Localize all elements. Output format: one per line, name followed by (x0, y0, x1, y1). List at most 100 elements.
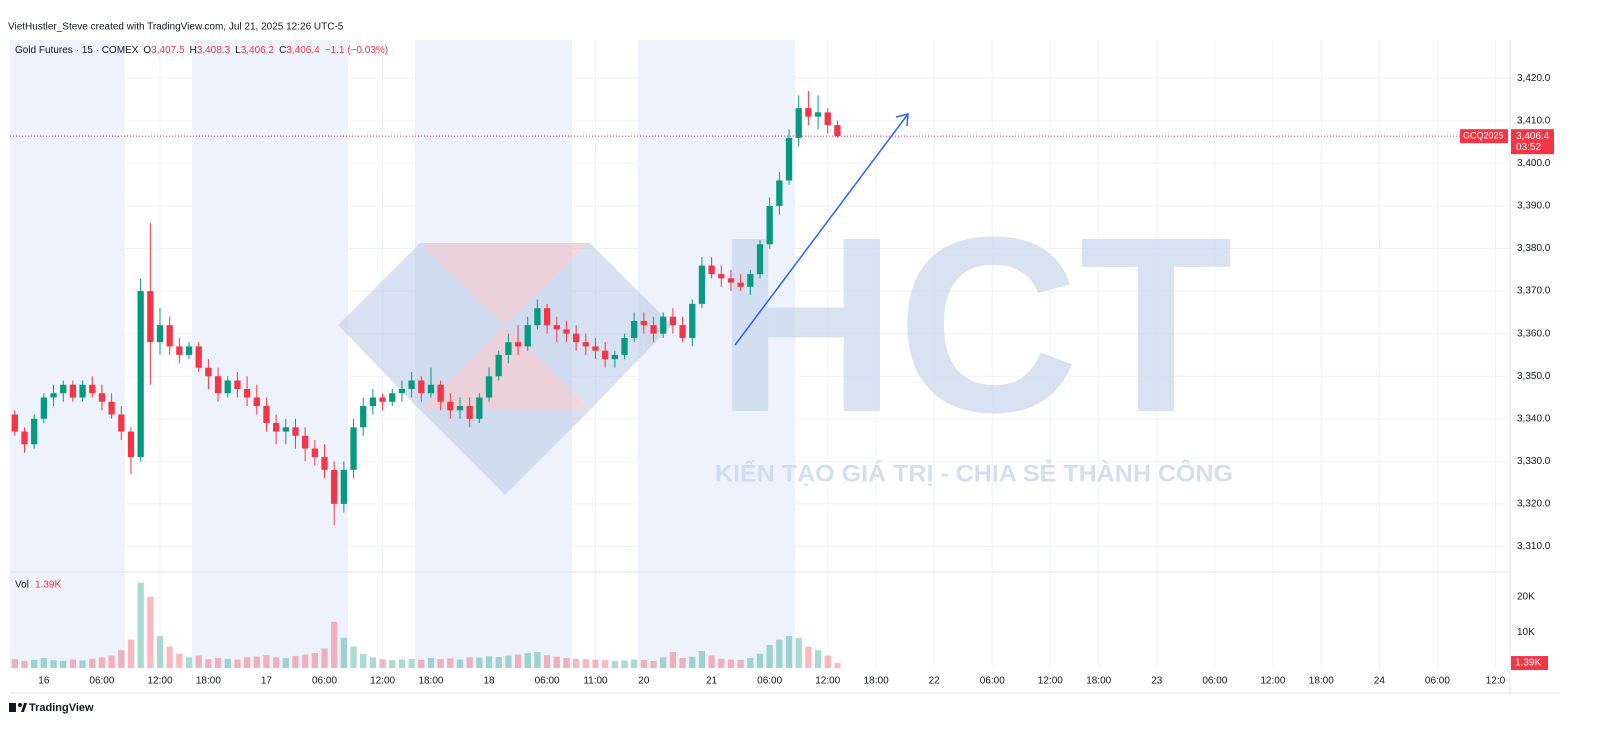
volume-bar (495, 656, 502, 668)
volume-bar (379, 659, 386, 668)
volume-bar (660, 657, 667, 668)
candle-body (747, 274, 754, 287)
candle-body (60, 384, 67, 394)
volume-bar (147, 596, 154, 668)
candle-body (495, 354, 502, 377)
candle-body (118, 414, 125, 432)
x-tick-label: 12:00 (147, 676, 172, 687)
x-tick-label: 24 (1374, 676, 1386, 687)
logo-shape (505, 243, 672, 410)
plot (11, 91, 841, 668)
x-tick-label: 06:00 (1425, 676, 1450, 687)
candle-body (524, 325, 531, 347)
candle-body (834, 125, 841, 137)
volume-bar (21, 660, 28, 668)
candle-body (795, 108, 802, 138)
volume-bar (282, 658, 289, 668)
candle-body (243, 388, 251, 398)
candle-body (776, 180, 783, 206)
y-tick-label: 3,420.0 (1517, 73, 1551, 84)
candle-body (418, 380, 425, 394)
session-band (192, 40, 348, 668)
volume-bar (408, 658, 415, 668)
candle-body (50, 393, 57, 398)
volume-bar (40, 658, 48, 668)
x-tick-label: 06:00 (757, 676, 782, 687)
volume-bar (398, 659, 406, 668)
volume-bar (79, 660, 86, 668)
volume-tag (1511, 656, 1548, 671)
candle-body (727, 278, 735, 283)
volume-bar (156, 636, 164, 668)
price-tag (1511, 129, 1554, 155)
x-tick-label: 12:00 (370, 676, 395, 687)
candle-body (466, 406, 473, 419)
candle-body (263, 406, 270, 424)
y-tick-label: 3,390.0 (1517, 201, 1551, 212)
candle-body (611, 354, 618, 360)
arrow-head (895, 113, 909, 127)
volume-tag-label: 1.39K (1515, 658, 1541, 669)
volume-bar (650, 660, 657, 668)
candle-body (272, 423, 280, 432)
candle-body (582, 342, 589, 347)
volume-bar (243, 657, 251, 668)
candle-body (718, 274, 725, 279)
watermark-logo (338, 243, 672, 495)
candle-body (476, 397, 483, 419)
volume-bar (263, 655, 270, 668)
y-tick-label: 3,410.0 (1517, 116, 1551, 127)
x-tick-label: 20 (638, 676, 650, 687)
x-tick-label: 18:00 (1086, 676, 1111, 687)
volume-bar (718, 658, 725, 668)
candle-body (31, 418, 38, 445)
candle-body (621, 337, 628, 355)
legend-change: −1.1 (−0.03%) (325, 45, 388, 56)
volume-bar (766, 644, 773, 668)
candle-body (543, 308, 551, 326)
candle-body (572, 333, 580, 343)
volume-bar (485, 656, 493, 668)
volume-bar (611, 660, 618, 668)
volume-bar (311, 653, 318, 668)
volume-bar (505, 655, 512, 668)
candle-body (282, 427, 289, 432)
session-band (638, 40, 795, 668)
x-tick-label: 06:00 (980, 676, 1005, 687)
y-tick-label: 3,360.0 (1517, 328, 1551, 339)
watermark-title: HCT (715, 185, 1233, 464)
volume-bar (805, 646, 812, 668)
candle-body (640, 320, 648, 326)
volume-bar (176, 653, 183, 668)
volume-bar (814, 650, 822, 668)
candle-body (89, 384, 96, 394)
candle-body (185, 346, 193, 355)
y-tick-label: 3,330.0 (1517, 456, 1551, 467)
candle-body (379, 397, 386, 402)
volume-bar (195, 655, 202, 668)
candle-body (737, 282, 744, 287)
candle-body (40, 397, 48, 419)
candle-body (69, 384, 77, 398)
candle-body (224, 380, 231, 394)
volume-bar (476, 657, 483, 668)
volume-bar (292, 655, 299, 668)
volume-bar (795, 637, 802, 668)
x-tick-label: 12:00 (1260, 676, 1285, 687)
volume-bar (253, 656, 260, 668)
legend: Gold Futures · 15 · COMEX O3,407.5 H3,408.… (15, 45, 388, 56)
footer-logo (18, 703, 22, 707)
x-tick-label: 16 (38, 676, 50, 687)
candle-body (311, 448, 318, 458)
volume-bar (31, 659, 38, 668)
candle-body (650, 325, 657, 334)
volume-title: Vol (15, 580, 29, 591)
candle-body (11, 414, 18, 432)
candle-body (108, 401, 115, 415)
volume-bar (272, 657, 280, 668)
volume-bar (437, 659, 444, 668)
candle-body (302, 435, 309, 449)
candle-body (137, 291, 144, 458)
candle-body (21, 431, 28, 445)
volume-bar (524, 653, 531, 668)
